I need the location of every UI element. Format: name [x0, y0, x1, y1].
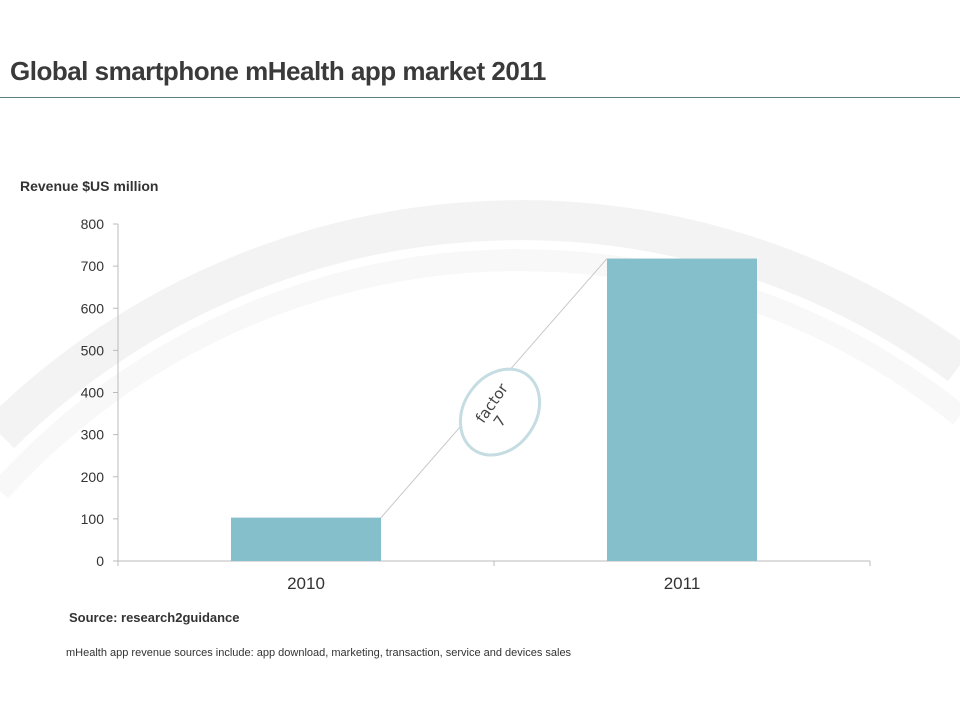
footnote: mHealth app revenue sources include: app…: [66, 647, 572, 659]
y-tick-label: 200: [81, 469, 105, 485]
y-tick-label: 800: [81, 216, 105, 232]
title-divider: [0, 97, 960, 98]
y-axis-label: Revenue $US million: [20, 178, 159, 194]
y-tick-label: 100: [81, 511, 105, 527]
factor-callout-ellipse: [458, 367, 542, 457]
y-tick-label: 0: [96, 553, 104, 569]
y-tick-label: 700: [81, 258, 105, 274]
bar-2011: [607, 258, 757, 561]
page-title: Global smartphone mHealth app market 201…: [10, 56, 546, 86]
x-tick-label: 2011: [664, 574, 701, 593]
bar-2010: [231, 517, 381, 561]
y-tick-label: 600: [81, 300, 105, 316]
y-tick-label: 500: [81, 342, 105, 358]
source-text: Source: research2guidance: [69, 610, 240, 625]
y-tick-label: 400: [81, 385, 105, 401]
y-tick-label: 300: [81, 427, 105, 443]
x-tick-label: 2010: [287, 574, 325, 593]
